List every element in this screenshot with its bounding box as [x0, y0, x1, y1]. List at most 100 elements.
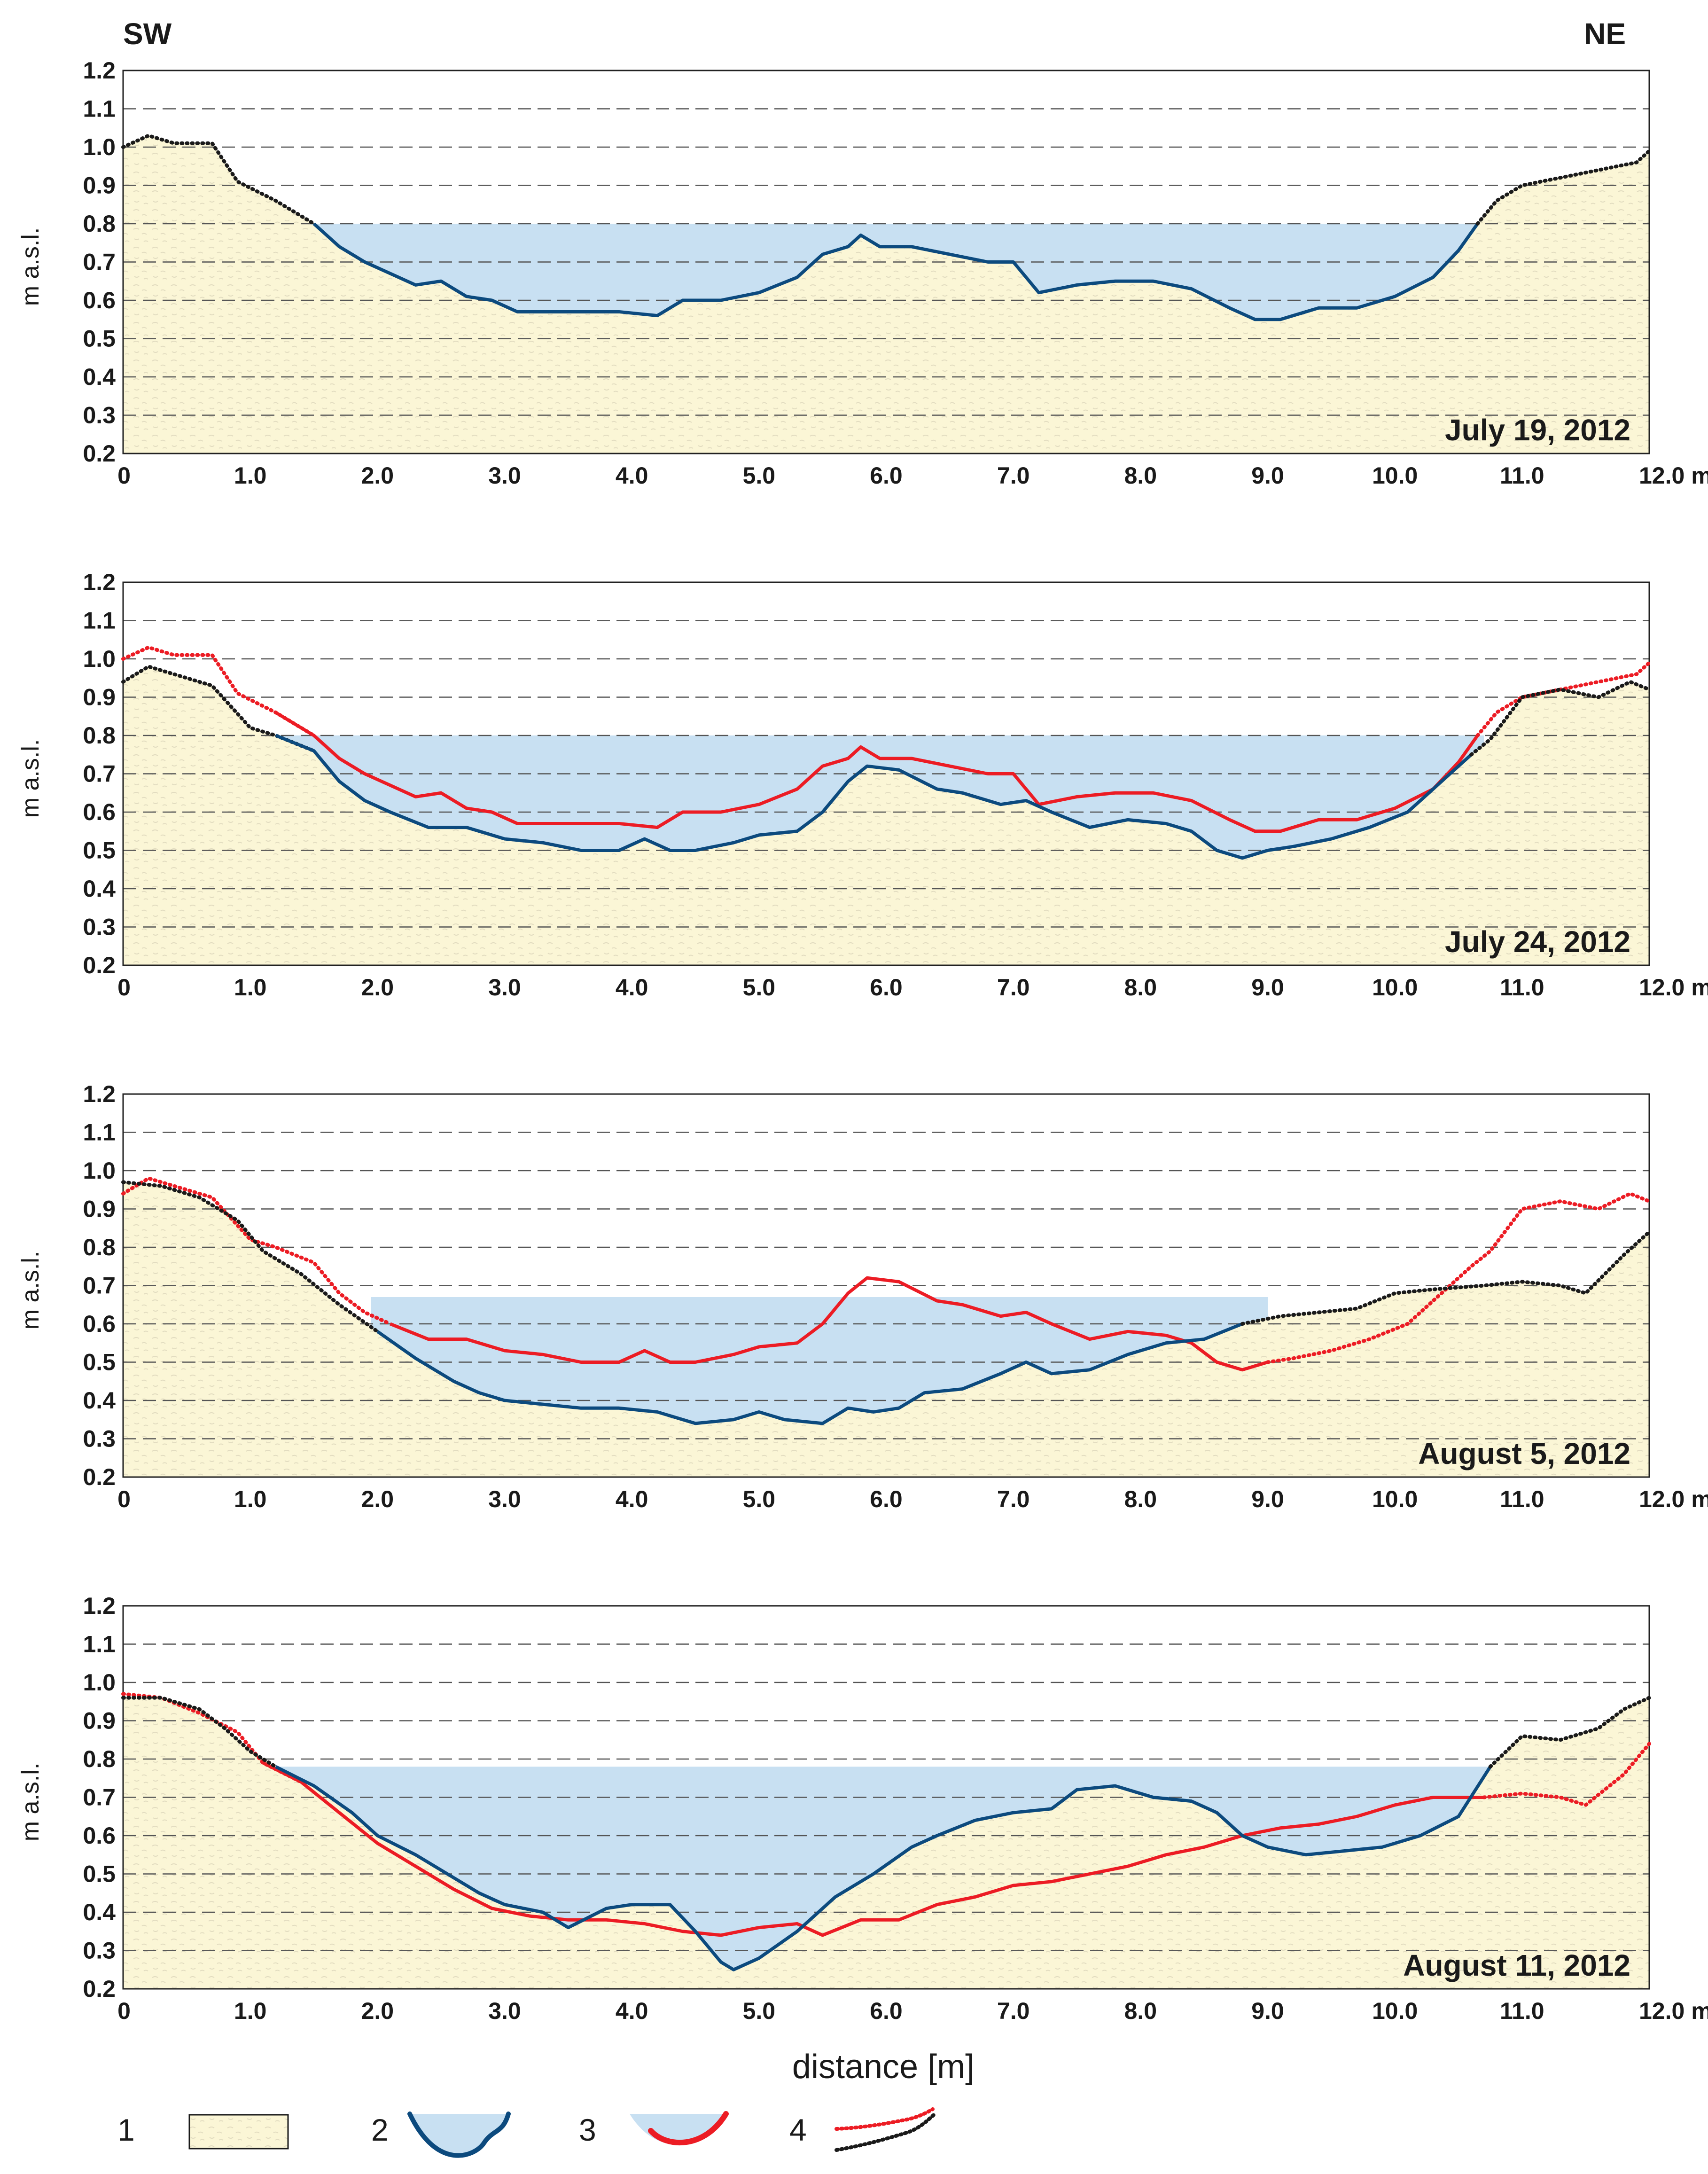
y-tick-label: 0.8 — [83, 211, 116, 237]
y-tick-label: 0.2 — [83, 1464, 116, 1490]
legend-item-dotted-banks: 4 — [789, 2107, 937, 2152]
x-tick-label: 3.0 — [488, 1486, 521, 1512]
x-tick-label: 5.0 — [743, 1998, 776, 2024]
x-tick-label: 10.0 — [1372, 462, 1418, 489]
previous-profile-channel — [262, 1761, 1484, 1937]
x-tick-label: 7.0 — [997, 974, 1030, 1001]
y-tick-label: 0.7 — [83, 1784, 116, 1811]
x-tick-label: 7.0 — [997, 1998, 1030, 2024]
legend-number-2: 2 — [371, 2112, 389, 2147]
ne-label: NE — [1584, 17, 1626, 51]
y-tick-label: 0.6 — [83, 799, 116, 825]
x-tick-label: 5.0 — [743, 974, 776, 1001]
current-profile-bank-right — [1488, 1696, 1651, 1769]
y-axis-title: m a.s.l. — [17, 227, 44, 306]
y-axis-title: m a.s.l. — [17, 1763, 44, 1842]
y-tick-label: 0.3 — [83, 1426, 116, 1452]
panel-date: August 5, 2012 — [1418, 1437, 1630, 1470]
x-tick-label: 3.0 — [488, 462, 521, 489]
current-profile-channel — [275, 734, 1473, 860]
ground-fill — [123, 135, 1649, 454]
ground-fill — [123, 1697, 1649, 1989]
y-tick-label: 0.2 — [83, 1976, 116, 2002]
current-profile-channel — [376, 1322, 1243, 1425]
ground-fill — [123, 1182, 1649, 1477]
y-tick-label: 0.7 — [83, 761, 116, 787]
x-tick-label: 12.0 m — [1639, 1486, 1708, 1512]
legend: 1 2 3 4 — [117, 2107, 937, 2158]
panel-date: July 24, 2012 — [1445, 925, 1630, 959]
y-tick-label: 0.4 — [83, 364, 116, 390]
legend-dotted-red — [835, 2107, 935, 2131]
x-tick-label: 0 — [117, 974, 131, 1001]
y-tick-label: 1.0 — [83, 134, 116, 160]
plot-frame — [122, 1093, 1650, 1478]
y-tick-label: 0.8 — [83, 1746, 116, 1772]
y-tick-label: 0.7 — [83, 1273, 116, 1299]
x-tick-label: 1.0 — [234, 462, 267, 489]
x-tick-label: 1.0 — [234, 1998, 267, 2024]
x-tick-label: 6.0 — [870, 1998, 903, 2024]
x-tick-label: 9.0 — [1251, 462, 1284, 489]
y-tick-label: 1.2 — [83, 1081, 116, 1107]
x-axis-title: distance [m] — [792, 2048, 975, 2086]
legend-ground-swatch — [188, 2114, 289, 2150]
water-body — [263, 1767, 1490, 1969]
y-tick-label: 1.2 — [83, 57, 116, 84]
y-tick-label: 0.9 — [83, 172, 116, 199]
y-tick-label: 1.1 — [83, 1631, 116, 1658]
y-tick-label: 1.2 — [83, 1593, 116, 1619]
y-tick-label: 1.1 — [83, 1119, 116, 1146]
x-tick-label: 10.0 — [1372, 974, 1418, 1001]
current-profile-bank-right — [1240, 1230, 1651, 1326]
y-tick-label: 0.3 — [83, 914, 116, 940]
current-profile-channel — [275, 1765, 1492, 1971]
y-tick-label: 0.9 — [83, 1708, 116, 1734]
x-tick-label: 8.0 — [1124, 462, 1157, 489]
legend-current-line — [407, 2111, 511, 2158]
x-tick-label: 1.0 — [234, 974, 267, 1001]
x-tick-label: 12.0 m — [1639, 1998, 1708, 2024]
y-axis-title: m a.s.l. — [17, 1251, 44, 1330]
x-tick-label: 3.0 — [488, 974, 521, 1001]
x-tick-label: 2.0 — [361, 1998, 394, 2024]
panel-date: August 11, 2012 — [1403, 1948, 1630, 1982]
x-tick-label: 0 — [117, 1486, 131, 1512]
x-tick-label: 10.0 — [1372, 1998, 1418, 2024]
legend-dotted-black — [835, 2112, 937, 2152]
panel-2: 0.2 0.3 0.4 0.5 0.6 0.7 0.8 0.9 1.0 1.1 1.2 0 1.0 2.0… — [17, 569, 1708, 1001]
y-tick-label: 0.8 — [83, 722, 116, 749]
x-tick-label: 0 — [117, 462, 131, 489]
y-tick-label: 0.4 — [83, 876, 116, 902]
legend-previous-line — [648, 2111, 729, 2146]
panel-date: July 19, 2012 — [1445, 413, 1630, 447]
previous-profile-channel — [390, 1276, 1269, 1372]
panel-3: 0.2 0.3 0.4 0.5 0.6 0.7 0.8 0.9 1.0 1.1 1.2 0 1.0 2.0… — [17, 1081, 1708, 1512]
y-tick-label: 0.5 — [83, 837, 116, 864]
y-tick-label: 0.5 — [83, 1861, 116, 1887]
panel-1: 0.2 0.3 0.4 0.5 0.6 0.7 0.8 0.9 1.0 1.1 1.2 0 1.0 2.0… — [17, 57, 1708, 489]
x-tick-label: 7.0 — [997, 462, 1030, 489]
current-profile-channel — [312, 222, 1479, 321]
legend-number-1: 1 — [117, 2112, 135, 2147]
current-profile-bank-left — [121, 1180, 380, 1334]
y-tick-label: 1.0 — [83, 1157, 116, 1184]
x-tick-label: 8.0 — [1124, 1998, 1157, 2024]
panels-group: 0.2 0.3 0.4 0.5 0.6 0.7 0.8 0.9 1.0 1.1 1.2 0 1.0 2.0… — [17, 57, 1708, 2024]
x-tick-label: 6.0 — [870, 1486, 903, 1512]
x-tick-label: 5.0 — [743, 1486, 776, 1512]
panel-4: 0.2 0.3 0.4 0.5 0.6 0.7 0.8 0.9 1.0 1.1 1.2 0 1.0 2.0… — [17, 1593, 1708, 2024]
previous-profile-bank-right — [1482, 1742, 1651, 1807]
x-tick-label: 9.0 — [1251, 1998, 1284, 2024]
x-tick-label: 10.0 — [1372, 1486, 1418, 1512]
y-tick-label: 1.2 — [83, 569, 116, 595]
y-tick-label: 1.1 — [83, 608, 116, 634]
plot-frame — [122, 581, 1650, 966]
x-tick-label: 8.0 — [1124, 1486, 1157, 1512]
water-body — [307, 224, 1478, 320]
plot-frame — [122, 1605, 1650, 1990]
y-tick-label: 0.2 — [83, 440, 116, 467]
x-tick-label: 4.0 — [616, 1486, 648, 1512]
y-tick-label: 0.4 — [83, 1899, 116, 1925]
